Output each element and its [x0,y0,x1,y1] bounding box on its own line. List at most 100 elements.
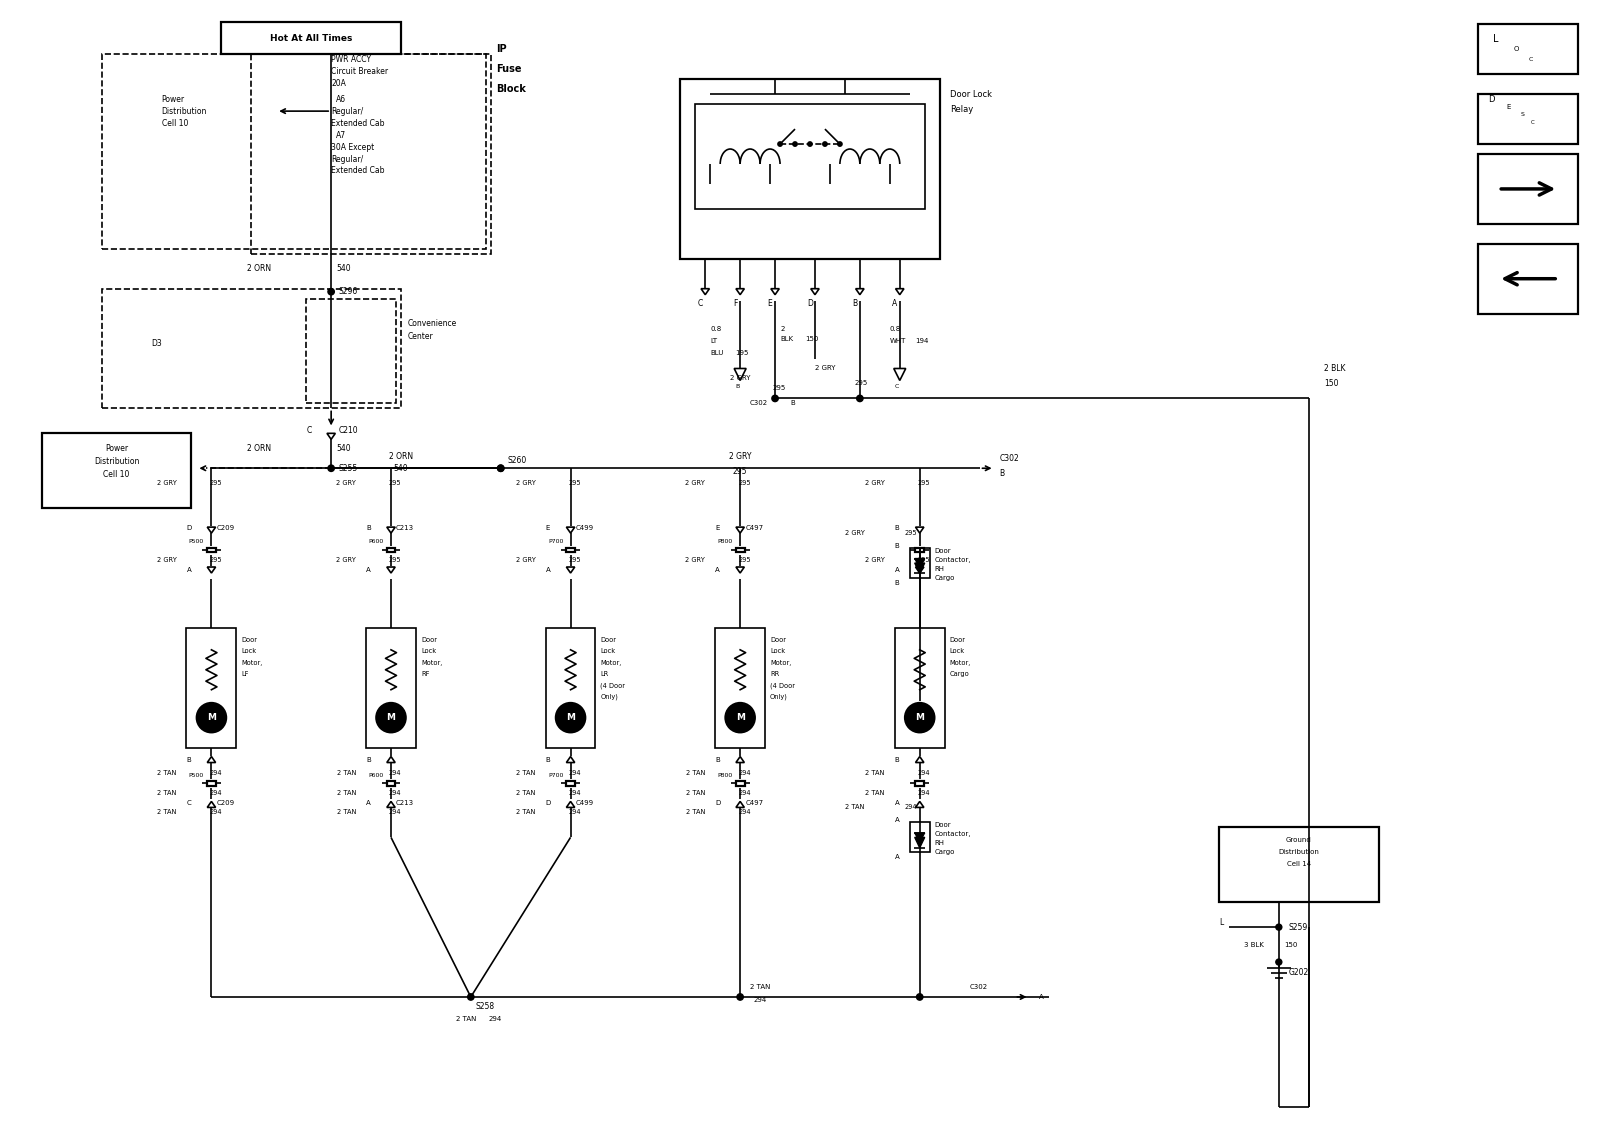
Bar [366,628,416,748]
Text: Motor,: Motor, [950,660,971,665]
Text: M: M [736,713,744,722]
Text: P700: P700 [547,538,563,544]
Text: 294: 294 [488,1016,502,1022]
Text: B: B [894,580,899,586]
Text: 2: 2 [781,326,784,331]
Text: 294: 294 [738,791,750,797]
Text: P600: P600 [368,538,384,544]
Text: 2 TAN: 2 TAN [456,1016,477,1022]
Text: C209: C209 [216,525,235,531]
Text: 295: 295 [738,557,750,563]
Bar [696,104,925,209]
Text: C: C [698,299,702,309]
Text: A: A [187,567,192,573]
Text: 2 TAN: 2 TAN [336,769,357,775]
Text: Ground: Ground [1286,838,1312,844]
Text: L: L [1493,34,1499,45]
Text: S: S [1520,112,1525,117]
Text: 2 TAN: 2 TAN [686,791,706,797]
Text: 540: 540 [394,464,408,473]
Bar [42,433,192,509]
Text: Block: Block [496,85,526,94]
Text: 294: 294 [210,769,222,775]
Text: C497: C497 [746,525,763,531]
Text: C: C [894,384,899,389]
Text: F: F [733,299,738,309]
Text: A7: A7 [336,130,346,139]
Text: A: A [366,800,371,807]
Text: Distribution: Distribution [94,457,139,465]
Text: Lock: Lock [600,648,616,654]
Text: 295: 295 [918,480,930,486]
Text: A: A [715,567,720,573]
Bar [1478,24,1578,74]
Text: 2 ORN: 2 ORN [389,451,413,461]
Text: 2 GRY: 2 GRY [515,480,536,486]
Text: A: A [893,299,898,309]
Text: E: E [715,525,720,531]
Text: 294: 294 [918,791,930,797]
Text: P500: P500 [189,538,205,544]
Circle shape [725,703,755,733]
Text: 2 GRY: 2 GRY [336,480,357,486]
Text: 2 TAN: 2 TAN [866,769,885,775]
Bar [680,79,939,258]
Text: 2 GRY: 2 GRY [866,480,885,486]
Text: Cargo: Cargo [934,849,955,855]
Bar [306,298,395,403]
Text: RH: RH [934,840,944,846]
Text: Only): Only) [600,694,618,701]
Text: C302: C302 [750,400,768,407]
Text: 2 TAN: 2 TAN [157,791,176,797]
Text: M: M [206,713,216,722]
Text: 30A Except: 30A Except [331,143,374,152]
Text: 294: 294 [738,809,750,815]
Text: 295: 295 [568,557,581,563]
Text: (4 Door: (4 Door [770,682,795,689]
Circle shape [498,465,504,471]
Bar [387,547,395,552]
Text: Regular/: Regular/ [331,106,363,115]
Text: 2 TAN: 2 TAN [517,791,536,797]
Bar [187,628,237,748]
Text: P800: P800 [717,773,733,778]
Text: B: B [734,384,739,389]
Text: LF: LF [242,671,248,678]
Text: 295: 295 [389,480,402,486]
Text: P500: P500 [189,773,205,778]
Text: Convenience: Convenience [408,319,458,328]
Text: 2 GRY: 2 GRY [157,480,176,486]
Text: S255: S255 [338,464,357,473]
Text: Cell 10: Cell 10 [162,119,187,128]
Text: 2 GRY: 2 GRY [730,451,752,461]
Text: Cell 10: Cell 10 [104,470,130,479]
Text: 2 TAN: 2 TAN [517,769,536,775]
Text: 150: 150 [1283,942,1298,948]
Text: 2 TAN: 2 TAN [157,769,176,775]
Text: B: B [366,525,371,531]
Text: IP: IP [496,45,506,54]
Text: C: C [1531,120,1534,125]
Text: Door: Door [421,637,437,642]
Text: A: A [894,800,899,807]
Text: A: A [894,854,899,861]
Text: E: E [768,299,773,309]
Text: Motor,: Motor, [421,660,442,665]
Text: 2 GRY: 2 GRY [685,557,706,563]
Text: C: C [187,800,192,807]
Circle shape [328,465,334,471]
Text: 295: 295 [904,530,917,536]
Bar [915,781,925,785]
Text: (4 Door: (4 Door [600,682,626,689]
Text: 295: 295 [738,480,750,486]
Bar [915,547,925,552]
Text: 2 GRY: 2 GRY [845,530,866,536]
Bar [102,289,402,408]
Text: Power: Power [162,95,184,104]
Text: A: A [546,567,550,573]
Text: A6: A6 [336,95,346,104]
Text: 294: 294 [904,805,917,810]
Text: 295: 295 [773,385,786,391]
Text: 294: 294 [210,809,222,815]
Text: B: B [790,400,795,407]
